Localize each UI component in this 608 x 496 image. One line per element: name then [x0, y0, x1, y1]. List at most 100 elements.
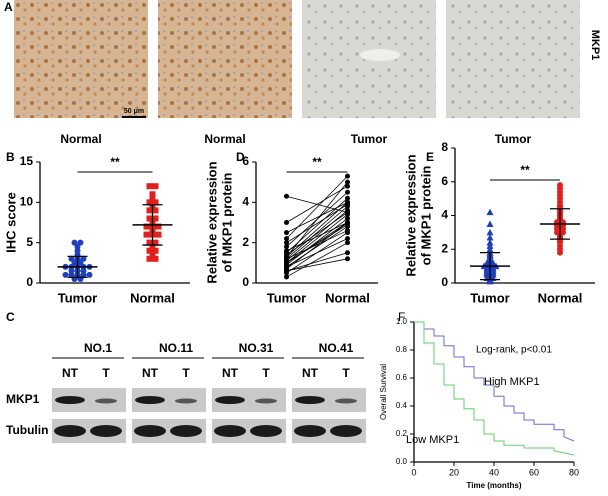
point	[486, 239, 494, 246]
y-tick-label: 0.8	[396, 345, 408, 354]
pair-line	[286, 206, 348, 260]
y-tick-label: 0.6	[396, 373, 408, 382]
survival-curve	[414, 321, 575, 442]
pair-line	[286, 230, 348, 260]
y-axis-label: Relative expression	[204, 161, 219, 283]
point	[149, 243, 156, 250]
y-tick-label: 5	[26, 235, 33, 249]
point	[152, 239, 159, 246]
point	[345, 228, 350, 234]
point	[345, 183, 350, 189]
point	[80, 255, 87, 262]
point	[152, 247, 159, 254]
lane-label: T	[262, 366, 270, 380]
blot-bands	[54, 396, 362, 437]
lane-label: NT	[302, 366, 319, 380]
x-tick-label: 20	[449, 467, 459, 477]
row-label: Tubulin	[6, 423, 48, 437]
x-tick-label: 60	[529, 467, 539, 477]
y-tick-label: 0	[441, 275, 448, 289]
point	[86, 271, 93, 278]
point	[345, 236, 350, 242]
survival-curve	[414, 321, 575, 456]
panel-letter: A	[4, 0, 13, 14]
y-axis-label: Overall Survival	[379, 364, 388, 420]
point	[68, 255, 75, 262]
point	[149, 251, 156, 258]
point	[284, 220, 289, 225]
point	[284, 236, 289, 242]
panel-letter: B	[6, 150, 15, 164]
pair-line	[286, 195, 348, 213]
y-tick-label: 4	[242, 195, 249, 209]
caption: Tumor	[495, 132, 532, 146]
point	[345, 173, 350, 179]
pair-line	[286, 222, 348, 270]
sd-bar	[480, 251, 500, 281]
y-tick-label: 0	[242, 275, 249, 289]
panel-c: C NO.1 NO.11 NO.31 NO.41 NT T NT T NT T …	[6, 310, 366, 443]
point	[345, 199, 350, 205]
lane-label: NT	[222, 366, 239, 380]
group-label: NO.31	[239, 341, 274, 355]
point	[486, 228, 494, 236]
x-tick-label: 40	[489, 467, 499, 477]
group-label: NO.1	[84, 341, 112, 355]
point	[152, 215, 159, 222]
ihc-image	[158, 0, 292, 118]
caption: Tumor	[351, 132, 388, 146]
pair-line	[286, 238, 348, 268]
point	[155, 231, 162, 238]
point	[284, 248, 289, 254]
point	[71, 239, 78, 246]
group-label: NO.41	[319, 341, 354, 355]
caption: Normal	[204, 132, 245, 146]
point	[284, 274, 289, 280]
scale-label: 50 μm	[124, 108, 144, 115]
y-tick-label: 10	[20, 195, 34, 209]
y-tick-label: 0	[26, 275, 33, 289]
panel-letter: D	[236, 150, 245, 164]
point	[345, 189, 350, 195]
y-tick-label: 8	[441, 140, 448, 154]
point	[284, 230, 289, 236]
point	[486, 233, 494, 241]
x-tick-label: Tumor	[58, 290, 97, 305]
y-axis-label: Relative expression	[403, 154, 418, 276]
panel-a: A 50 μm Normal Normal Tumor Tumor MKP1	[4, 0, 601, 146]
significance-label: **	[312, 155, 322, 169]
point	[146, 183, 153, 190]
lane-label: T	[102, 366, 110, 380]
y-tick-label: 1.0	[396, 317, 408, 326]
lane-label: NT	[62, 366, 79, 380]
point	[146, 239, 153, 246]
x-tick-label: 0	[411, 467, 416, 477]
sd-bar	[550, 208, 570, 240]
annotation: Log-rank, p<0.01	[476, 345, 552, 356]
x-tick-label: Normal	[538, 290, 583, 305]
y-axis-label: of MKP1 protein	[219, 173, 234, 273]
side-label: MKP1	[589, 30, 601, 61]
pair-line	[286, 224, 348, 264]
point	[345, 250, 350, 256]
point	[345, 215, 350, 221]
lane-label: T	[182, 366, 190, 380]
point	[284, 260, 289, 266]
point	[284, 254, 289, 260]
pair-line	[286, 252, 348, 272]
point	[152, 199, 159, 206]
point	[345, 195, 350, 201]
y-tick-label: 2	[441, 241, 448, 255]
lane-label: T	[342, 366, 350, 380]
sd-bar	[67, 255, 88, 279]
x-tick-label: Tumor	[470, 290, 509, 305]
panel-letter: F	[398, 310, 405, 324]
point	[77, 239, 84, 246]
y-tick-label: 6	[242, 154, 249, 168]
pair-line	[286, 218, 348, 266]
x-tick-label: Normal	[325, 290, 370, 305]
significance-label: **	[520, 163, 530, 177]
pair-line	[286, 212, 348, 256]
point	[486, 208, 494, 216]
